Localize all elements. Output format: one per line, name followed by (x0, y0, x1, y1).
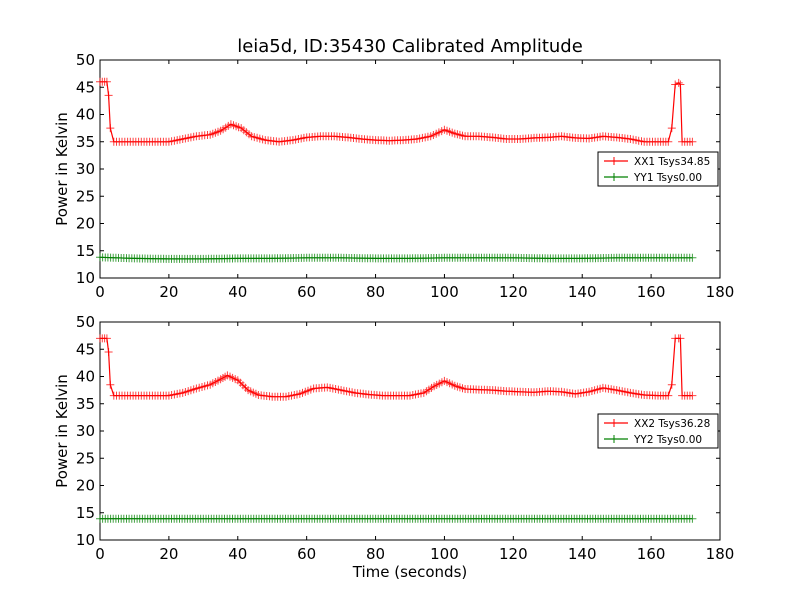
x-tick-label: 80 (366, 545, 385, 563)
series-1 (96, 77, 697, 146)
y-tick-label: 30 (76, 422, 95, 440)
y-tick-label: 30 (76, 160, 95, 178)
x-tick-label: 120 (499, 283, 528, 301)
legend-item-1: XX2 Tsys36.28 (604, 418, 710, 430)
x-tick-label: 0 (95, 545, 105, 563)
y-tick-label: 35 (76, 395, 95, 413)
y-tick-label: 35 (76, 133, 95, 151)
x-tick-label: 80 (366, 283, 385, 301)
series-markers (96, 77, 697, 146)
legend-label: YY2 Tsys0.00 (633, 434, 702, 446)
y-tick-label: 20 (76, 215, 95, 233)
legend-box (597, 413, 719, 449)
x-tick-label: 160 (637, 545, 666, 563)
legend-label: YY1 Tsys0.00 (633, 172, 702, 184)
x-tick-label: 100 (430, 545, 459, 563)
x-tick-label: 140 (568, 545, 597, 563)
legend-item-2: YY1 Tsys0.00 (604, 172, 702, 184)
legend-box (597, 151, 719, 187)
x-tick-label: 0 (95, 283, 105, 301)
x-tick-label: 20 (159, 545, 178, 563)
y-axis-title: Power in Kelvin (53, 374, 71, 488)
x-tick-label: 180 (706, 283, 735, 301)
legend-item-2: YY2 Tsys0.00 (604, 434, 702, 446)
y-tick-label: 25 (76, 449, 95, 467)
x-tick-label: 20 (159, 283, 178, 301)
y-tick-label: 50 (76, 313, 95, 331)
legend: XX2 Tsys36.28 YY2 Tsys0.00 (597, 413, 719, 449)
x-tick-label: 180 (706, 545, 735, 563)
legend: XX1 Tsys34.85 YY1 Tsys0.00 (597, 151, 719, 187)
chart-title: leia5d, ID:35430 Calibrated Amplitude (237, 36, 583, 57)
y-tick-label: 15 (76, 504, 95, 522)
x-tick-label: 60 (297, 283, 316, 301)
y-tick-label: 45 (76, 78, 95, 96)
y-tick-label: 45 (76, 340, 95, 358)
chart-panel-1: 0 20 40 60 80 100 120 140 160 180 10 15 20 25 30 35 40 45… (53, 51, 734, 301)
x-tick-label: 60 (297, 545, 316, 563)
y-tick-label: 10 (76, 531, 95, 549)
y-tick-label: 20 (76, 477, 95, 495)
x-tick-label: 40 (228, 283, 247, 301)
legend-marker (612, 435, 616, 443)
series-markers (96, 253, 697, 263)
y-tick-label: 10 (76, 269, 95, 287)
series-2 (96, 253, 697, 263)
legend-label: XX2 Tsys36.28 (634, 418, 710, 430)
y-axis-title: Power in Kelvin (53, 112, 71, 226)
x-tick-label: 100 (430, 283, 459, 301)
series-2 (96, 514, 697, 523)
x-axis-title: Time (seconds) (352, 563, 468, 581)
legend-label: XX1 Tsys34.85 (634, 156, 710, 168)
series-markers (96, 514, 697, 523)
legend-item-1: XX1 Tsys34.85 (604, 156, 710, 168)
legend-marker (612, 173, 616, 181)
x-tick-label: 160 (637, 283, 666, 301)
x-tick-label: 140 (568, 283, 597, 301)
legend-marker (612, 157, 616, 165)
legend-marker (612, 419, 616, 427)
y-tick-label: 15 (76, 242, 95, 260)
y-tick-label: 25 (76, 187, 95, 205)
series-1 (96, 334, 697, 401)
y-tick-label: 50 (76, 51, 95, 69)
y-tick-label: 40 (76, 368, 95, 386)
series-markers (96, 334, 697, 401)
x-tick-label: 120 (499, 545, 528, 563)
x-tick-label: 40 (228, 545, 247, 563)
y-tick-label: 40 (76, 106, 95, 124)
chart-panel-2: 0 20 40 60 80 100 120 140 160 180 10 15 20 25 30 35 40 45… (53, 313, 734, 581)
